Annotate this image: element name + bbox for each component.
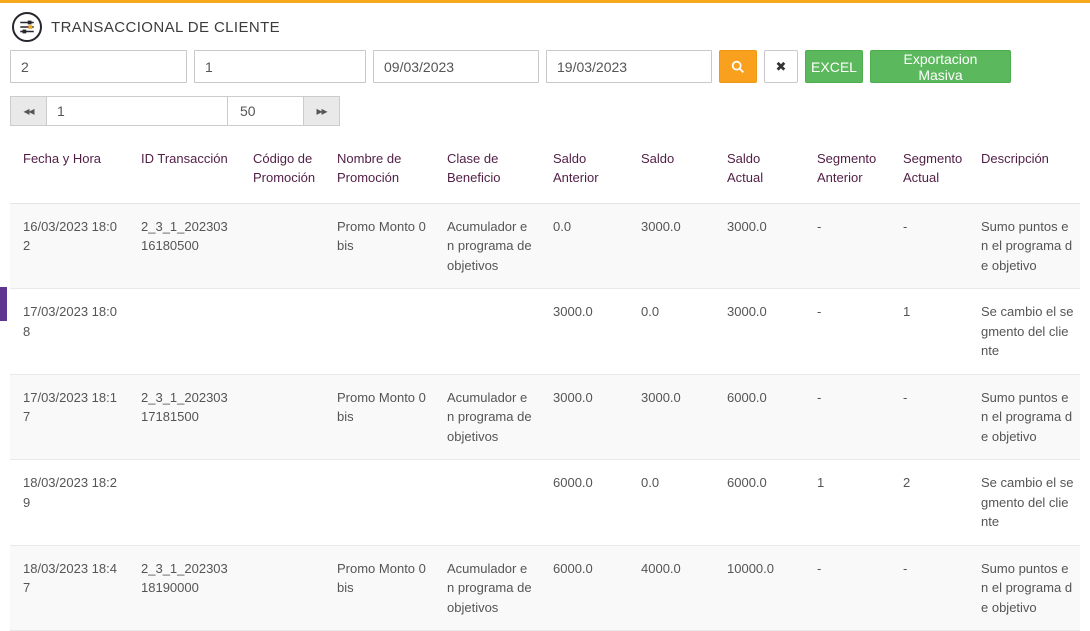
- table-cell: 6000.0: [540, 459, 628, 546]
- page-size-input[interactable]: [228, 96, 303, 126]
- table-cell: 6000.0: [714, 459, 804, 546]
- table-cell: Promo Monto 0 bis: [324, 373, 434, 460]
- table-cell: -: [890, 544, 968, 631]
- table-cell: 0.0: [628, 459, 714, 546]
- double-arrow-left-icon: ◂◂: [23, 104, 34, 118]
- table-cell: -: [804, 288, 890, 375]
- table-cell: [324, 459, 434, 546]
- table-cell: 2_3_1_20230316180500: [141, 218, 228, 254]
- search-icon: [730, 59, 746, 75]
- bulk-export-button[interactable]: Exportacion Masiva: [870, 50, 1011, 83]
- column-header: Fecha y Hora: [10, 136, 128, 204]
- table-cell: Sumo puntos en el programa de objetivo: [968, 544, 1080, 631]
- table-cell: 2_3_1_20230318190000: [128, 544, 240, 631]
- column-header: Saldo Actual: [714, 136, 804, 204]
- table-cell: 2: [890, 459, 968, 546]
- column-header: Saldo: [628, 136, 714, 204]
- table-row: 17/03/2023 18:08 3000.0 0.0 3000.0-1 Se camb…: [10, 288, 1080, 375]
- table-cell: Promo Monto 0 bis: [324, 544, 434, 631]
- table-cell: 3000.0: [714, 288, 804, 375]
- table-cell: Sumo puntos en el programa de objetivo: [968, 373, 1080, 460]
- table-cell: Acumulador en programa de objetivos: [434, 544, 540, 631]
- table-cell: 18/03/2023 18:29: [10, 459, 128, 546]
- table-row: 18/03/2023 18:29 6000.0 0.0 6000.0 1 2 Se camb…: [10, 459, 1080, 546]
- table-cell: [240, 544, 324, 631]
- table-cell: 3000.0: [540, 373, 628, 460]
- page-number-input[interactable]: [47, 96, 228, 126]
- clear-button[interactable]: ✖: [764, 50, 798, 83]
- table-cell: -: [890, 373, 968, 460]
- table-cell: [240, 203, 324, 289]
- table-cell: Acumulador en programa de objetivos: [434, 373, 540, 460]
- table-cell: [324, 288, 434, 375]
- table-cell: Se cambio el segmento del cliente: [968, 459, 1080, 546]
- table-cell: 18/03/2023 18:47: [10, 544, 128, 631]
- table-cell: 1: [890, 288, 968, 375]
- column-header: Descripción: [968, 136, 1080, 204]
- top-accent-bar: [0, 0, 1090, 3]
- filter-toolbar: ✖ EXCEL Exportacion Masiva: [0, 47, 1090, 90]
- table-cell: Sumo puntos en el programa de objetivo: [981, 218, 1073, 273]
- table-cell: 17/03/2023 18:08: [10, 288, 128, 375]
- close-icon: ✖: [775, 58, 787, 74]
- double-arrow-right-icon: ▸▸: [316, 104, 327, 118]
- filter-field-1[interactable]: [10, 50, 187, 83]
- table-cell: [128, 459, 240, 546]
- table-cell: [240, 373, 324, 460]
- table-cell: 0.0: [628, 288, 714, 375]
- date-from-input[interactable]: [373, 50, 539, 83]
- column-header: Saldo Anterior: [540, 136, 628, 204]
- table-cell: 1: [804, 459, 890, 546]
- table-cell: Se cambio el segmento del cliente: [968, 288, 1080, 375]
- table-cell: 17/03/2023 18:17: [10, 373, 128, 460]
- column-header: Código de Promoción: [240, 136, 324, 204]
- column-header: Clase de Beneficio: [434, 136, 540, 204]
- filter-field-2[interactable]: [194, 50, 366, 83]
- table-cell: [240, 288, 324, 375]
- side-scroll-marker: [0, 287, 7, 321]
- pagination: ◂◂ ▸▸: [0, 90, 1090, 134]
- excel-export-button[interactable]: EXCEL: [805, 50, 863, 83]
- table-cell: -: [804, 544, 890, 631]
- search-button[interactable]: [719, 50, 757, 83]
- table-cell: [240, 459, 324, 546]
- table-cell: [128, 288, 240, 375]
- column-header: Segmento Anterior: [804, 136, 890, 204]
- column-header: Segmento Actual: [890, 136, 968, 204]
- date-to-input[interactable]: [546, 50, 712, 83]
- table-cell: 3000.0: [727, 218, 767, 234]
- first-page-button[interactable]: ◂◂: [10, 96, 47, 126]
- table-cell: 2_3_1_20230317181500: [128, 373, 240, 460]
- last-page-button[interactable]: ▸▸: [303, 96, 340, 126]
- table-cell: 10000.0: [714, 544, 804, 631]
- table-cell: 6000.0: [714, 373, 804, 460]
- column-header: ID Transacción: [128, 136, 240, 204]
- page-title: TRANSACCIONAL DE CLIENTE: [51, 18, 281, 36]
- table-header-row: Fecha y Hora ID Transacción Código de Prom…: [10, 136, 1080, 204]
- table-cell: 3000.0: [540, 288, 628, 375]
- table-cell: Acumulador en programa de objetivos: [447, 218, 532, 273]
- table-cell: -: [903, 218, 908, 234]
- table-row: 18/03/2023 18:47 2_3_1_20230318190000 Prom…: [10, 544, 1080, 631]
- table-cell: 3000.0: [628, 373, 714, 460]
- table-cell: 3000.0: [641, 218, 681, 234]
- table-cell: Promo Monto 0 bis: [337, 218, 426, 254]
- table-cell: 0.0: [553, 218, 572, 234]
- table-cell: -: [817, 218, 822, 234]
- sliders-icon: [12, 12, 42, 42]
- table-cell: [434, 288, 540, 375]
- table-row: 17/03/2023 18:17 2_3_1_20230317181500 Prom…: [10, 373, 1080, 460]
- table-cell: [434, 459, 540, 546]
- page-header: TRANSACCIONAL DE CLIENTE: [0, 3, 1090, 47]
- table-cell: 16/03/2023 18:02: [23, 218, 117, 254]
- table-cell: -: [804, 373, 890, 460]
- table-row: 16/03/2023 18:02 2_3_1_20230316180500 Prom…: [10, 203, 1080, 289]
- transactions-table: Fecha y Hora ID Transacción Código de Prom…: [10, 136, 1080, 631]
- table-cell: 4000.0: [628, 544, 714, 631]
- column-header: Nombre de Promoción: [324, 136, 434, 204]
- table-cell: 6000.0: [540, 544, 628, 631]
- table-body: 16/03/2023 18:02 2_3_1_20230316180500 Prom…: [10, 203, 1080, 631]
